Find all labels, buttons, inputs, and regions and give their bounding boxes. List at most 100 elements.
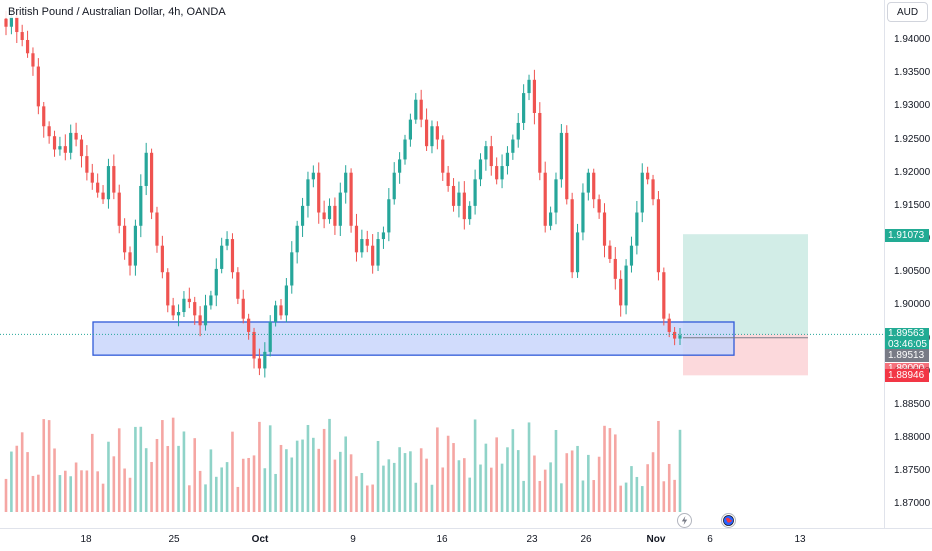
candle [306,179,310,206]
volume-bar [177,445,180,512]
volume-bar [101,483,105,512]
candle [155,212,159,246]
price-tick: 1.92500 [894,133,931,145]
candle [322,212,326,220]
time-tick: 26 [580,534,592,545]
candle [597,199,601,213]
time-axis[interactable]: 18 25 Oct 9 16 23 26 Nov 6 13 [0,528,932,551]
candle [4,18,8,27]
flash-icon[interactable] [677,513,692,528]
volume-bar [387,459,391,512]
volume-bar [20,432,24,512]
volume-bar [355,476,358,512]
chart-canvas[interactable]: British Pound / Australian Dollar, 4h, O… [0,0,884,528]
candle [203,305,208,326]
volume-bar [646,464,649,512]
candle [430,126,434,147]
volume-bar [511,429,515,512]
volume-bar [473,419,477,512]
candle [646,172,650,180]
candle [619,278,623,306]
candle [268,321,272,352]
volume-bar [613,434,617,512]
currency-button[interactable]: AUD [887,2,928,22]
volume-bar [419,448,423,512]
volume-bar [657,420,660,512]
volume-bar [171,417,175,512]
volume-bar [290,457,294,512]
time-tick: 25 [168,534,180,545]
candle [349,172,353,226]
candle [79,139,84,157]
candle [9,16,13,27]
volume-bar [640,486,644,512]
volume-bar [333,459,337,512]
volume-bar [150,461,153,512]
volume-bar [117,428,121,512]
candle [25,40,30,54]
candle [198,315,202,326]
globe-icon[interactable] [721,513,736,528]
candle [290,252,294,286]
candle [274,305,278,322]
candle [15,16,19,33]
candle [47,126,51,137]
candle [63,146,67,153]
candle [441,139,445,173]
volume-bar [619,485,622,512]
volume-bar [85,470,89,512]
volume-bar [182,431,186,512]
candle [354,225,359,253]
entry-price-label: 1.89513 [885,349,929,362]
bar-countdown: 03:46:05 [888,339,927,350]
candle [42,106,46,127]
candle [144,152,148,186]
candle [500,166,504,180]
candle [149,152,154,213]
volume-bar [231,431,234,512]
candle [656,199,661,273]
candle [311,172,315,180]
volume-bar [198,470,202,512]
volume-bar [263,468,267,512]
candle [101,192,105,200]
volume-bar [608,428,612,512]
volume-bar [549,462,552,512]
volume-bar [446,435,450,512]
candle [629,245,634,266]
time-tick: 23 [526,534,538,545]
price-tick: 1.87000 [894,498,931,510]
candle [252,331,256,359]
candle [381,232,386,240]
volume-bar [252,455,256,512]
symbol-title[interactable]: British Pound / Australian Dollar, 4h, O… [5,6,229,18]
volume-bar [597,456,601,512]
price-axis[interactable]: 1.94000 1.93500 1.93000 1.92500 1.92000 1.915… [884,0,932,528]
volume-bar [349,454,353,512]
candle [511,139,515,153]
volume-bar [96,471,99,512]
candle [673,331,677,339]
candle [424,119,429,147]
volume-bar [673,479,676,512]
price-tick: 1.88500 [894,398,931,410]
candle [176,312,181,316]
price-tick: 1.88000 [894,432,931,444]
candle [419,99,423,120]
price-tick: 1.91500 [894,199,931,211]
candle [20,32,24,40]
volume-bar [398,447,401,512]
stop-price-label: 1.88946 [885,369,929,382]
volume-bar [441,467,445,512]
candle [581,192,585,233]
volume-bar [570,450,574,512]
volume-bar [371,484,374,512]
candle [548,212,553,226]
volume-bar [624,482,628,512]
volume-bar [37,474,40,512]
candle [516,122,520,140]
volume-bar [47,420,51,512]
candle [241,298,245,319]
volume-bar [53,448,56,512]
price-tick: 1.87500 [894,465,931,477]
